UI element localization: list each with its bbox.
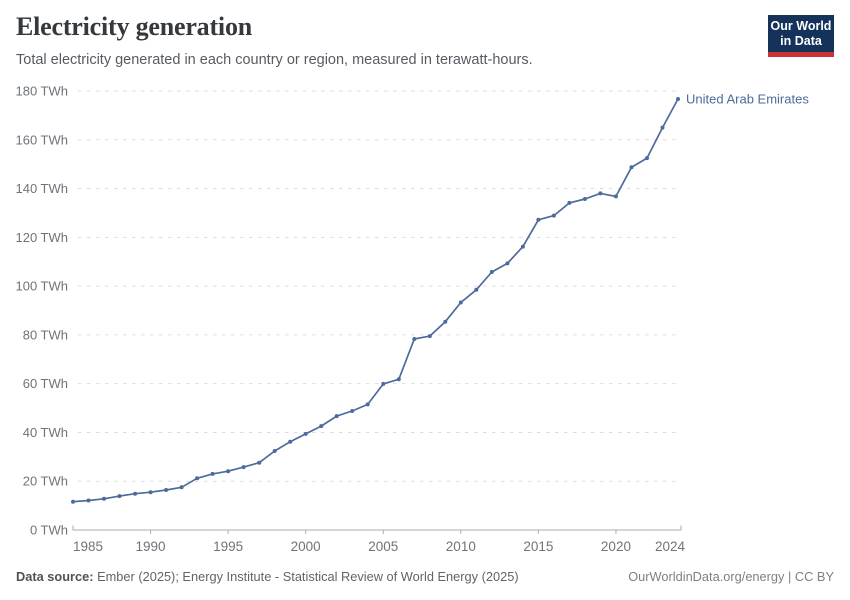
data-point-marker <box>676 97 680 101</box>
x-axis-tick-label: 1985 <box>73 539 103 554</box>
x-axis-tick-label: 2020 <box>601 539 631 554</box>
y-axis-tick-label: 180 TWh <box>15 84 68 99</box>
data-point-marker <box>474 287 479 292</box>
owid-logo-line1: Our World <box>770 19 832 33</box>
x-axis-tick-label: 1990 <box>136 539 166 554</box>
x-axis-tick-label: 2010 <box>446 539 476 554</box>
data-point-marker <box>288 439 293 444</box>
data-point-marker <box>133 491 138 496</box>
y-axis-tick-label: 160 TWh <box>15 132 68 147</box>
data-point-marker <box>350 409 355 413</box>
data-point-marker <box>179 485 184 490</box>
data-source-value: Ember (2025); Energy Institute - Statist… <box>93 569 519 584</box>
chart-subtitle: Total electricity generated in each coun… <box>16 52 533 68</box>
data-point-marker <box>567 200 572 205</box>
y-axis-tick-label: 120 TWh <box>15 230 68 245</box>
data-point-marker <box>427 334 432 339</box>
owid-logo-line2: in Data <box>780 34 822 48</box>
data-point-marker <box>303 431 308 436</box>
y-axis-tick-label: 60 TWh <box>23 376 68 391</box>
y-axis-tick-label: 100 TWh <box>15 279 68 294</box>
x-axis-tick-label: 1995 <box>213 539 243 554</box>
data-point-marker <box>582 197 587 201</box>
data-point-marker <box>505 261 510 266</box>
data-point-marker <box>613 194 618 199</box>
owid-credit-text: OurWorldinData.org/energy | CC BY <box>628 569 834 584</box>
data-point-marker <box>86 498 91 503</box>
y-axis-tick-label: 40 TWh <box>23 425 68 440</box>
data-point-marker <box>381 381 386 386</box>
data-point-marker <box>396 377 401 382</box>
entity-label: United Arab Emirates <box>686 92 809 107</box>
data-point-marker <box>520 244 525 249</box>
data-point-marker <box>117 494 122 499</box>
data-point-marker <box>257 460 262 465</box>
data-point-marker <box>164 488 169 492</box>
chart-footer: Data source: Ember (2025); Energy Instit… <box>16 569 834 584</box>
x-axis-tick-label: 2024 <box>655 539 686 554</box>
data-point-marker <box>443 319 448 324</box>
data-point-marker <box>489 270 494 274</box>
data-point-marker <box>458 300 463 305</box>
data-point-marker <box>629 165 634 170</box>
y-axis-tick-label: 20 TWh <box>23 474 68 489</box>
x-axis-line <box>72 525 682 531</box>
data-point-marker <box>226 469 231 474</box>
x-axis-tick-label: 2015 <box>523 539 553 554</box>
data-source-label: Data source: <box>16 569 94 584</box>
x-axis-tick-label: 2000 <box>291 539 321 554</box>
data-point-marker <box>241 465 246 470</box>
data-point-marker <box>319 424 324 429</box>
y-axis-tick-label: 0 TWh <box>30 523 68 538</box>
data-point-marker <box>334 414 339 419</box>
y-axis-tick-label: 80 TWh <box>23 327 68 342</box>
chart-title: Electricity generation <box>16 12 253 41</box>
data-point-marker <box>660 125 665 130</box>
data-source-text: Data source: Ember (2025); Energy Instit… <box>16 569 519 584</box>
data-point-marker <box>645 156 649 161</box>
data-point-marker <box>210 471 215 476</box>
data-point-marker <box>536 217 541 222</box>
data-point-marker <box>272 449 277 453</box>
data-point-marker <box>551 213 556 218</box>
data-point-marker <box>148 490 153 495</box>
x-axis-tick-label: 2005 <box>368 539 398 554</box>
owid-logo: Our World in Data <box>768 15 834 57</box>
data-point-marker <box>195 476 200 481</box>
data-point-marker <box>365 402 370 407</box>
data-point-marker <box>412 337 417 341</box>
series-line-united-arab-emirates <box>72 98 679 503</box>
data-point-marker <box>598 191 603 196</box>
data-point-marker <box>71 499 75 504</box>
y-axis-tick-label: 140 TWh <box>15 181 68 196</box>
data-point-marker <box>102 496 106 501</box>
